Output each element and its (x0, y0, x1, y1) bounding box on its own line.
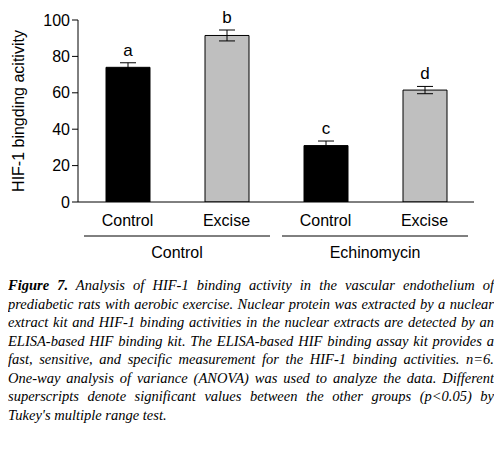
svg-text:20: 20 (52, 157, 70, 174)
svg-text:Control: Control (102, 212, 154, 229)
svg-text:a: a (123, 41, 133, 60)
svg-text:0: 0 (61, 194, 70, 211)
svg-text:60: 60 (52, 84, 70, 101)
svg-text:c: c (322, 119, 331, 138)
svg-text:40: 40 (52, 121, 70, 138)
svg-text:Echinomycin: Echinomycin (330, 244, 421, 261)
svg-text:Excise: Excise (203, 212, 250, 229)
svg-text:100: 100 (43, 12, 70, 29)
svg-text:80: 80 (52, 48, 70, 65)
svg-text:d: d (420, 64, 429, 83)
svg-text:Excise: Excise (401, 212, 448, 229)
svg-text:Control: Control (151, 244, 203, 261)
html-text:Figure 7.: Figure 7. (8, 277, 68, 293)
svg-text:Control: Control (300, 212, 352, 229)
svg-text:HIF-1 bingding acitivity: HIF-1 bingding acitivity (10, 30, 27, 192)
svg-text:b: b (222, 8, 231, 27)
html-text:Analysis of HIF-1 binding acti: Analysis of HIF-1 binding activity in th… (8, 277, 494, 423)
